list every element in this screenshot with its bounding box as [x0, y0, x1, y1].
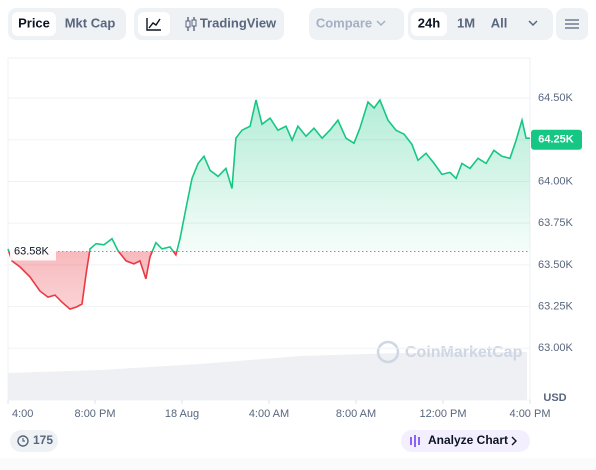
price-line — [7, 98, 530, 311]
bottom-strip — [0, 458, 596, 470]
y-tick-label: 63.75K — [538, 217, 574, 229]
range-1m[interactable]: 1M — [457, 15, 475, 30]
x-tick-label: 8:00 AM — [336, 408, 376, 420]
watermark: CoinMarketCap — [405, 344, 523, 361]
candle-icon — [191, 19, 197, 27]
x-tick-label: 8:00 PM — [75, 408, 116, 420]
baseline-label: 63.58K — [14, 245, 50, 257]
y-tick-label: 64.00K — [538, 175, 574, 187]
area-fill — [8, 100, 530, 310]
x-tick-label: 18 Aug — [165, 408, 199, 420]
mkt-cap-tab[interactable]: Mkt Cap — [65, 15, 116, 30]
x-tick-label: 4:00 — [12, 408, 33, 420]
current-price-label: 64.25K — [538, 134, 574, 146]
chevron — [511, 436, 517, 446]
plot: 63.00K 63.25K 63.50K 63.75K 64.00K 64.25K 64.5… — [7, 92, 574, 420]
line-icon — [146, 18, 161, 31]
volume-silhouette — [8, 352, 527, 400]
current-price-box — [531, 129, 582, 150]
settings-icon — [565, 19, 579, 29]
x-tick-label: 4:00 AM — [249, 408, 289, 420]
x-tick-label: 12:00 PM — [419, 408, 466, 420]
y-axis-unit: USD — [543, 392, 566, 404]
candle-icon — [185, 20, 191, 28]
compare-label[interactable]: Compare — [316, 15, 372, 30]
analyze-button[interactable] — [401, 430, 530, 452]
clock-icon — [22, 438, 25, 442]
y-tick-label: 63.50K — [538, 259, 574, 271]
y-tick-label: 63.25K — [538, 300, 574, 312]
price-tab[interactable] — [12, 12, 56, 36]
range-all[interactable]: All — [491, 15, 508, 30]
chevron — [376, 20, 386, 27]
y-tick-label: 63.00K — [538, 342, 574, 354]
count[interactable]: 175 — [33, 433, 53, 447]
range-more[interactable] — [528, 20, 538, 27]
range-active[interactable] — [411, 12, 447, 36]
tradingview-button[interactable]: TradingView — [200, 15, 277, 30]
x-tick-label: 4:00 PM — [510, 408, 551, 420]
chart-style-toggle — [134, 8, 284, 40]
y-tick-label: 64.50K — [538, 92, 574, 104]
analyze-icon — [410, 435, 420, 447]
price-tab-label[interactable]: Price — [18, 15, 50, 30]
clock-icon — [17, 435, 29, 447]
compare-button[interactable] — [309, 8, 404, 40]
range-24h[interactable]: 24h — [418, 15, 440, 30]
analyze-label[interactable]: Analyze Chart — [428, 433, 508, 447]
baseline-label-bg — [10, 242, 56, 261]
watermark-logo — [376, 340, 400, 364]
